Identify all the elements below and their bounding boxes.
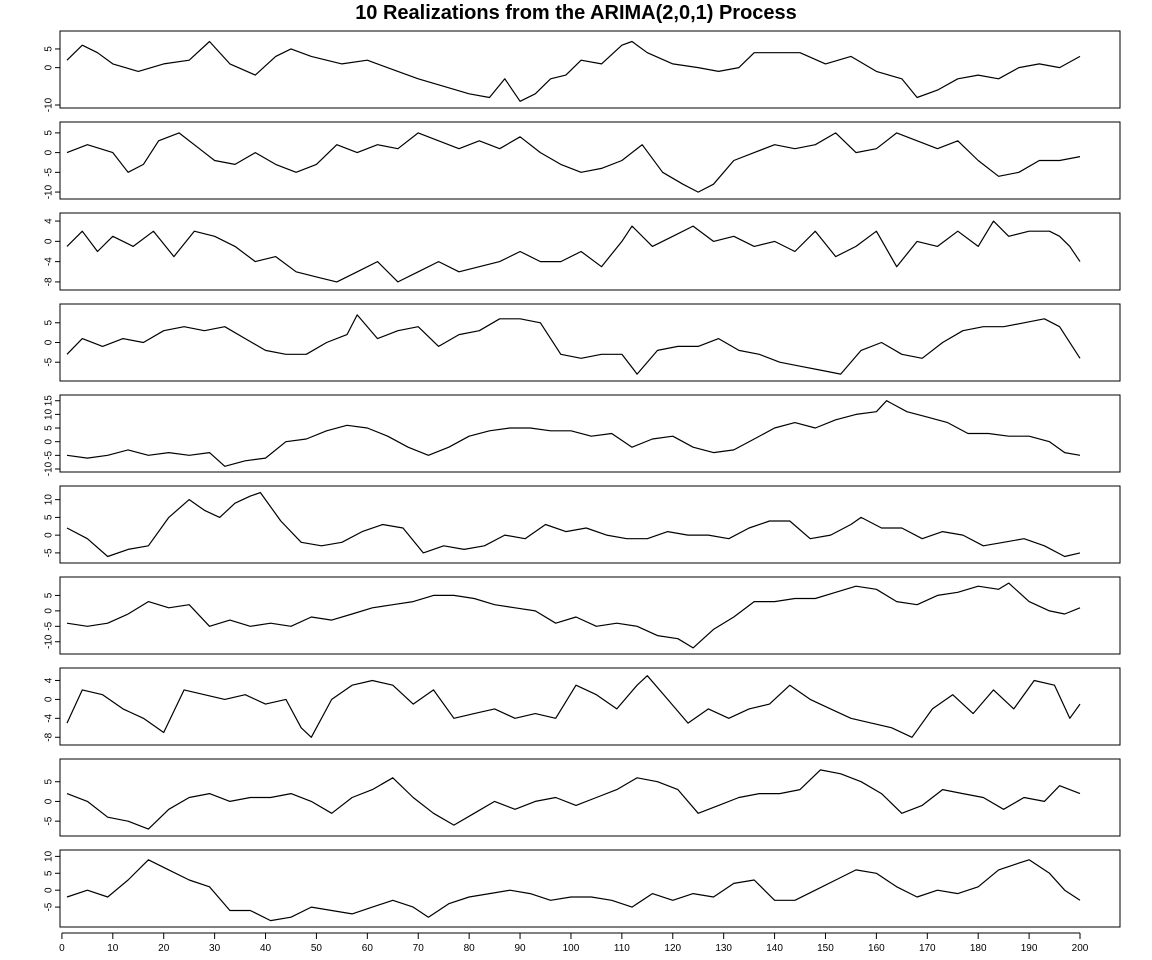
x-tick-label: 60	[362, 943, 374, 954]
y-tick-label: 5	[44, 320, 55, 326]
panel-frame	[59, 30, 1121, 109]
panel-frame	[59, 394, 1121, 473]
panel-frame	[59, 303, 1121, 382]
panel-frame	[59, 667, 1121, 746]
panel-frame	[59, 485, 1121, 564]
y-tick-label: -10	[44, 184, 55, 199]
y-tick-label: 0	[44, 339, 55, 345]
y-tick-label: -5	[44, 902, 55, 911]
panel-frame	[59, 212, 1121, 291]
y-tick-label: 0	[44, 532, 55, 538]
y-tick-label: 4	[44, 677, 55, 683]
panel-frame	[59, 121, 1121, 200]
y-tick-label: -8	[44, 277, 55, 286]
y-tick-label: 0	[44, 887, 55, 893]
series-line-4	[66, 314, 1081, 375]
y-tick-label: -10	[44, 97, 55, 112]
x-tick-label: 30	[209, 943, 221, 954]
y-tick-label: 10	[44, 408, 55, 420]
panel-1: -10 0 5	[44, 30, 1121, 112]
y-tick-label: 5	[44, 592, 55, 598]
y-tick-label: 0	[44, 608, 55, 614]
x-tick-label: 150	[817, 943, 834, 954]
x-tick-label: 20	[158, 943, 170, 954]
y-tick-label: -4	[44, 713, 55, 722]
y-tick-label: 5	[44, 870, 55, 876]
chart-title: 10 Realizations from the ARIMA(2,0,1) Pr…	[355, 2, 797, 24]
x-tick-label: 180	[970, 943, 987, 954]
x-tick-label: 190	[1021, 943, 1038, 954]
x-tick-label: 200	[1072, 943, 1089, 954]
y-tick-label: -5	[44, 167, 55, 176]
y-tick-label: 0	[44, 798, 55, 804]
panel-8: -8 -4 0 4	[44, 667, 1121, 746]
x-tick-label: 100	[563, 943, 580, 954]
y-tick-label: -5	[44, 548, 55, 557]
panel-6: -5 0 5 10	[44, 485, 1121, 564]
panel-3: -8 -4 0 4	[44, 212, 1121, 291]
series-line-7	[66, 582, 1081, 649]
series-line-2	[66, 132, 1081, 193]
series-line-3	[66, 220, 1081, 283]
y-tick-label: -5	[44, 816, 55, 825]
x-tick-label: 90	[514, 943, 526, 954]
panel-frame	[59, 758, 1121, 837]
y-tick-label: 5	[44, 425, 55, 431]
y-tick-label: -5	[44, 450, 55, 459]
y-tick-label: -5	[44, 357, 55, 366]
y-tick-label: -5	[44, 621, 55, 630]
series-line-8	[66, 675, 1081, 738]
x-tick-label: 70	[413, 943, 425, 954]
y-tick-label: 0	[44, 149, 55, 155]
series-line-6	[66, 492, 1081, 558]
y-tick-label: 5	[44, 130, 55, 136]
series-line-1	[66, 40, 1081, 102]
y-tick-label: 0	[44, 64, 55, 70]
y-tick-label: 0	[44, 438, 55, 444]
series-line-5	[66, 400, 1081, 467]
x-tick-label: 130	[715, 943, 732, 954]
y-tick-label: 5	[44, 514, 55, 520]
y-tick-label: -10	[44, 461, 55, 476]
panel-frame	[59, 576, 1121, 655]
panel-9: -5 0 5	[44, 758, 1121, 837]
y-tick-label: 5	[44, 779, 55, 785]
x-tick-label: 40	[260, 943, 272, 954]
y-tick-label: 15	[44, 395, 55, 407]
y-tick-label: -8	[44, 732, 55, 741]
y-tick-label: 10	[44, 494, 55, 506]
x-tick-label: 80	[464, 943, 476, 954]
series-line-10	[66, 859, 1081, 922]
y-tick-label: 5	[44, 46, 55, 52]
panel-10: -5 0 5 10	[44, 849, 1121, 928]
y-tick-label: -10	[44, 634, 55, 649]
x-tick-label: 0	[59, 943, 65, 954]
y-tick-label: 10	[44, 850, 55, 862]
panel-2: -10 -5 0 5	[44, 121, 1121, 200]
x-tick-label: 120	[664, 943, 681, 954]
series-line-9	[66, 769, 1081, 830]
y-tick-label: 0	[44, 238, 55, 244]
x-tick-label: 140	[766, 943, 783, 954]
x-tick-label: 110	[614, 943, 630, 954]
x-tick-label: 10	[107, 943, 119, 954]
x-tick-label: 170	[919, 943, 936, 954]
panel-7: -10 -5 0 5	[44, 576, 1121, 655]
x-tick-label: 160	[868, 943, 885, 954]
y-tick-label: 4	[44, 218, 55, 224]
x-axis: 0 10 20 30 40 50 60 70 80 90 100 110 120 130 140 150 160…	[59, 932, 1089, 954]
y-tick-label: -4	[44, 257, 55, 266]
panel-frame	[59, 849, 1121, 928]
y-tick-label: 0	[44, 696, 55, 702]
panel-4: -5 0 5	[44, 303, 1121, 382]
x-tick-label: 50	[311, 943, 323, 954]
